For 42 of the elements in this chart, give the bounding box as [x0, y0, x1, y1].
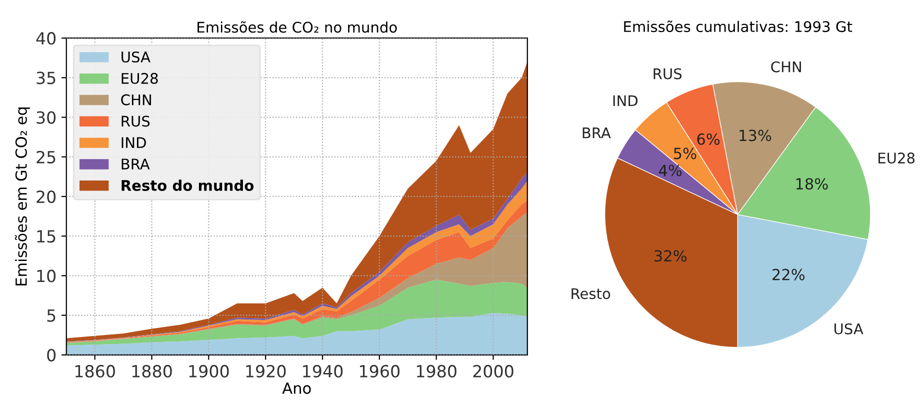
data-label: 22%	[772, 268, 805, 280]
y-axis-title: Emissões em Gt CO₂ eq	[14, 107, 30, 286]
y-tick-label: 20	[36, 190, 56, 204]
legend-label: USA	[122, 51, 150, 63]
legend-label: CHN	[121, 94, 151, 106]
data-label: 4%	[658, 164, 682, 176]
x-tick-label: 1920	[246, 364, 286, 378]
y-tick-label: 25	[36, 150, 56, 164]
y-tick-label: 30	[36, 111, 56, 124]
chart-title: Emissões de CO₂ no mundo	[198, 21, 397, 33]
slice-label: RUS	[654, 68, 682, 80]
slice-label: BRA	[582, 128, 611, 138]
data-label: 13%	[740, 130, 772, 142]
x-tick-label: 1880	[132, 364, 172, 378]
data-label: 6%	[697, 133, 720, 145]
legend-label: RUS	[122, 116, 150, 127]
y-tick-label: 0	[47, 348, 56, 362]
y-tick-label: 35	[36, 72, 56, 84]
legend-label: EU28	[122, 72, 158, 84]
data-label: 5%	[674, 148, 696, 160]
y-tick-label: 40	[36, 32, 56, 45]
x-tick-label: 1980	[416, 364, 456, 378]
legend-label: Resto do mundo	[122, 180, 254, 191]
slice-label: IND	[613, 95, 638, 106]
data-label: 18%	[796, 178, 828, 190]
x-tick-label: 2000	[473, 364, 514, 378]
data-label: 32%	[654, 250, 686, 262]
x-tick-label: 1940	[303, 364, 343, 378]
chart-title: Emissões cumulativas: 1993 Gt	[624, 20, 852, 32]
x-tick-label: 1860	[75, 364, 115, 378]
y-tick-label: 15	[37, 230, 56, 243]
slice-label: Resto	[572, 288, 610, 300]
slice-label: EU28	[878, 152, 915, 164]
slice-label: USA	[834, 323, 864, 334]
y-tick-label: 10	[37, 270, 56, 282]
x-tick-label: 1900	[189, 364, 229, 378]
legend-label: BRA	[122, 158, 150, 170]
y-tick-label: 5	[47, 309, 56, 322]
legend-label: IND	[122, 137, 146, 148]
x-tick-label: 1960	[360, 364, 400, 378]
slice-label: CHN	[771, 61, 801, 72]
x-axis-title: Ano	[282, 382, 311, 394]
